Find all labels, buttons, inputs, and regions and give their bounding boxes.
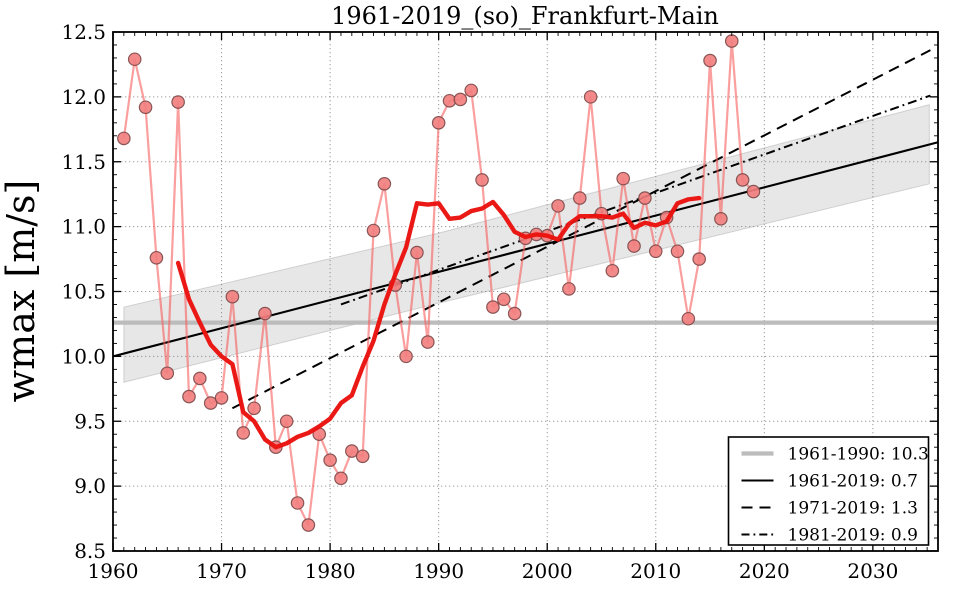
data-point bbox=[572, 191, 587, 205]
data-point bbox=[323, 453, 337, 467]
trend-line-dashdot bbox=[340, 94, 931, 306]
data-point bbox=[627, 239, 641, 253]
y-tick-label: 12.0 bbox=[61, 85, 106, 109]
x-tick-label: 1970 bbox=[196, 559, 247, 583]
data-point bbox=[648, 244, 663, 259]
data-point bbox=[616, 171, 630, 186]
data-point bbox=[605, 263, 620, 278]
data-point bbox=[486, 300, 500, 314]
data-point bbox=[117, 131, 131, 146]
data-point bbox=[225, 289, 240, 304]
data-point bbox=[366, 223, 381, 238]
data-point bbox=[496, 292, 511, 307]
data-point bbox=[182, 389, 196, 404]
y-tick-label: 11.5 bbox=[61, 150, 106, 174]
data-point bbox=[475, 173, 489, 187]
data-point bbox=[138, 100, 153, 115]
data-point bbox=[431, 116, 446, 130]
legend-label: 1961-2019: 0.7 bbox=[788, 472, 918, 492]
legend: 1961-1990: 10.3 1961-2019: 0.7 1971-2019: … bbox=[727, 436, 930, 546]
data-point bbox=[345, 444, 359, 458]
data-point bbox=[301, 518, 316, 532]
data-point bbox=[290, 496, 305, 510]
data-point bbox=[214, 391, 229, 405]
legend-label: 1971-2019: 1.3 bbox=[788, 499, 918, 519]
y-tick-label: 9.5 bbox=[74, 409, 106, 433]
data-point bbox=[746, 184, 761, 199]
data-point bbox=[334, 471, 348, 486]
data-point bbox=[703, 53, 717, 68]
legend-label: 1981-2019: 0.9 bbox=[788, 526, 918, 546]
data-point bbox=[203, 396, 218, 410]
data-point bbox=[149, 250, 164, 265]
y-tick-label: 8.5 bbox=[74, 539, 106, 563]
data-point bbox=[453, 92, 468, 107]
x-tick-label: 2030 bbox=[847, 559, 898, 583]
x-tick-label: 1990 bbox=[413, 559, 464, 583]
y-tick-label: 11.0 bbox=[61, 215, 106, 239]
data-point bbox=[160, 366, 175, 381]
data-point bbox=[714, 212, 728, 226]
data-point bbox=[735, 173, 750, 187]
data-point bbox=[377, 177, 392, 191]
data-point bbox=[583, 90, 598, 104]
data-point bbox=[236, 426, 251, 440]
data-point bbox=[562, 282, 576, 296]
trend-line-solid bbox=[112, 141, 939, 358]
trend-line-dashed bbox=[231, 49, 931, 410]
y-tick-label: 9.0 bbox=[74, 474, 106, 498]
x-tick-label: 2020 bbox=[739, 559, 790, 583]
chart-title: 1961-2019_(so)_Frankfurt-Main bbox=[331, 2, 719, 30]
x-tick-label: 1980 bbox=[305, 559, 356, 583]
data-point bbox=[421, 335, 435, 349]
data-point bbox=[399, 349, 413, 364]
x-tick-label: 2000 bbox=[522, 559, 573, 583]
data-point bbox=[355, 449, 370, 464]
data-point bbox=[692, 252, 706, 266]
y-tick-label: 10.5 bbox=[61, 280, 106, 304]
data-point bbox=[724, 34, 739, 48]
x-tick-label: 2010 bbox=[630, 559, 681, 583]
data-point bbox=[247, 401, 261, 416]
y-axis-label: wmax [m/s] bbox=[0, 180, 43, 403]
data-point bbox=[507, 306, 522, 321]
y-tick-label: 12.5 bbox=[61, 20, 106, 44]
data-layer bbox=[112, 34, 939, 532]
legend-label: 1961-1990: 10.3 bbox=[788, 445, 929, 465]
data-point bbox=[127, 52, 142, 67]
data-point bbox=[410, 245, 424, 260]
data-point bbox=[681, 311, 696, 326]
axes-layer: 1960 1970 1980 1990 2000 2010 2020 2030 8.5 9.0 9.… bbox=[61, 20, 939, 583]
data-point bbox=[279, 414, 294, 429]
data-point bbox=[171, 95, 185, 109]
y-tick-label: 10.0 bbox=[61, 344, 106, 368]
data-point bbox=[258, 306, 272, 321]
x-tick-label: 1960 bbox=[88, 559, 139, 583]
data-point bbox=[193, 371, 207, 386]
smoothed-series-line bbox=[175, 195, 702, 450]
data-point bbox=[638, 191, 652, 205]
data-point bbox=[464, 83, 479, 98]
data-point bbox=[670, 244, 685, 259]
data-point bbox=[551, 199, 565, 213]
